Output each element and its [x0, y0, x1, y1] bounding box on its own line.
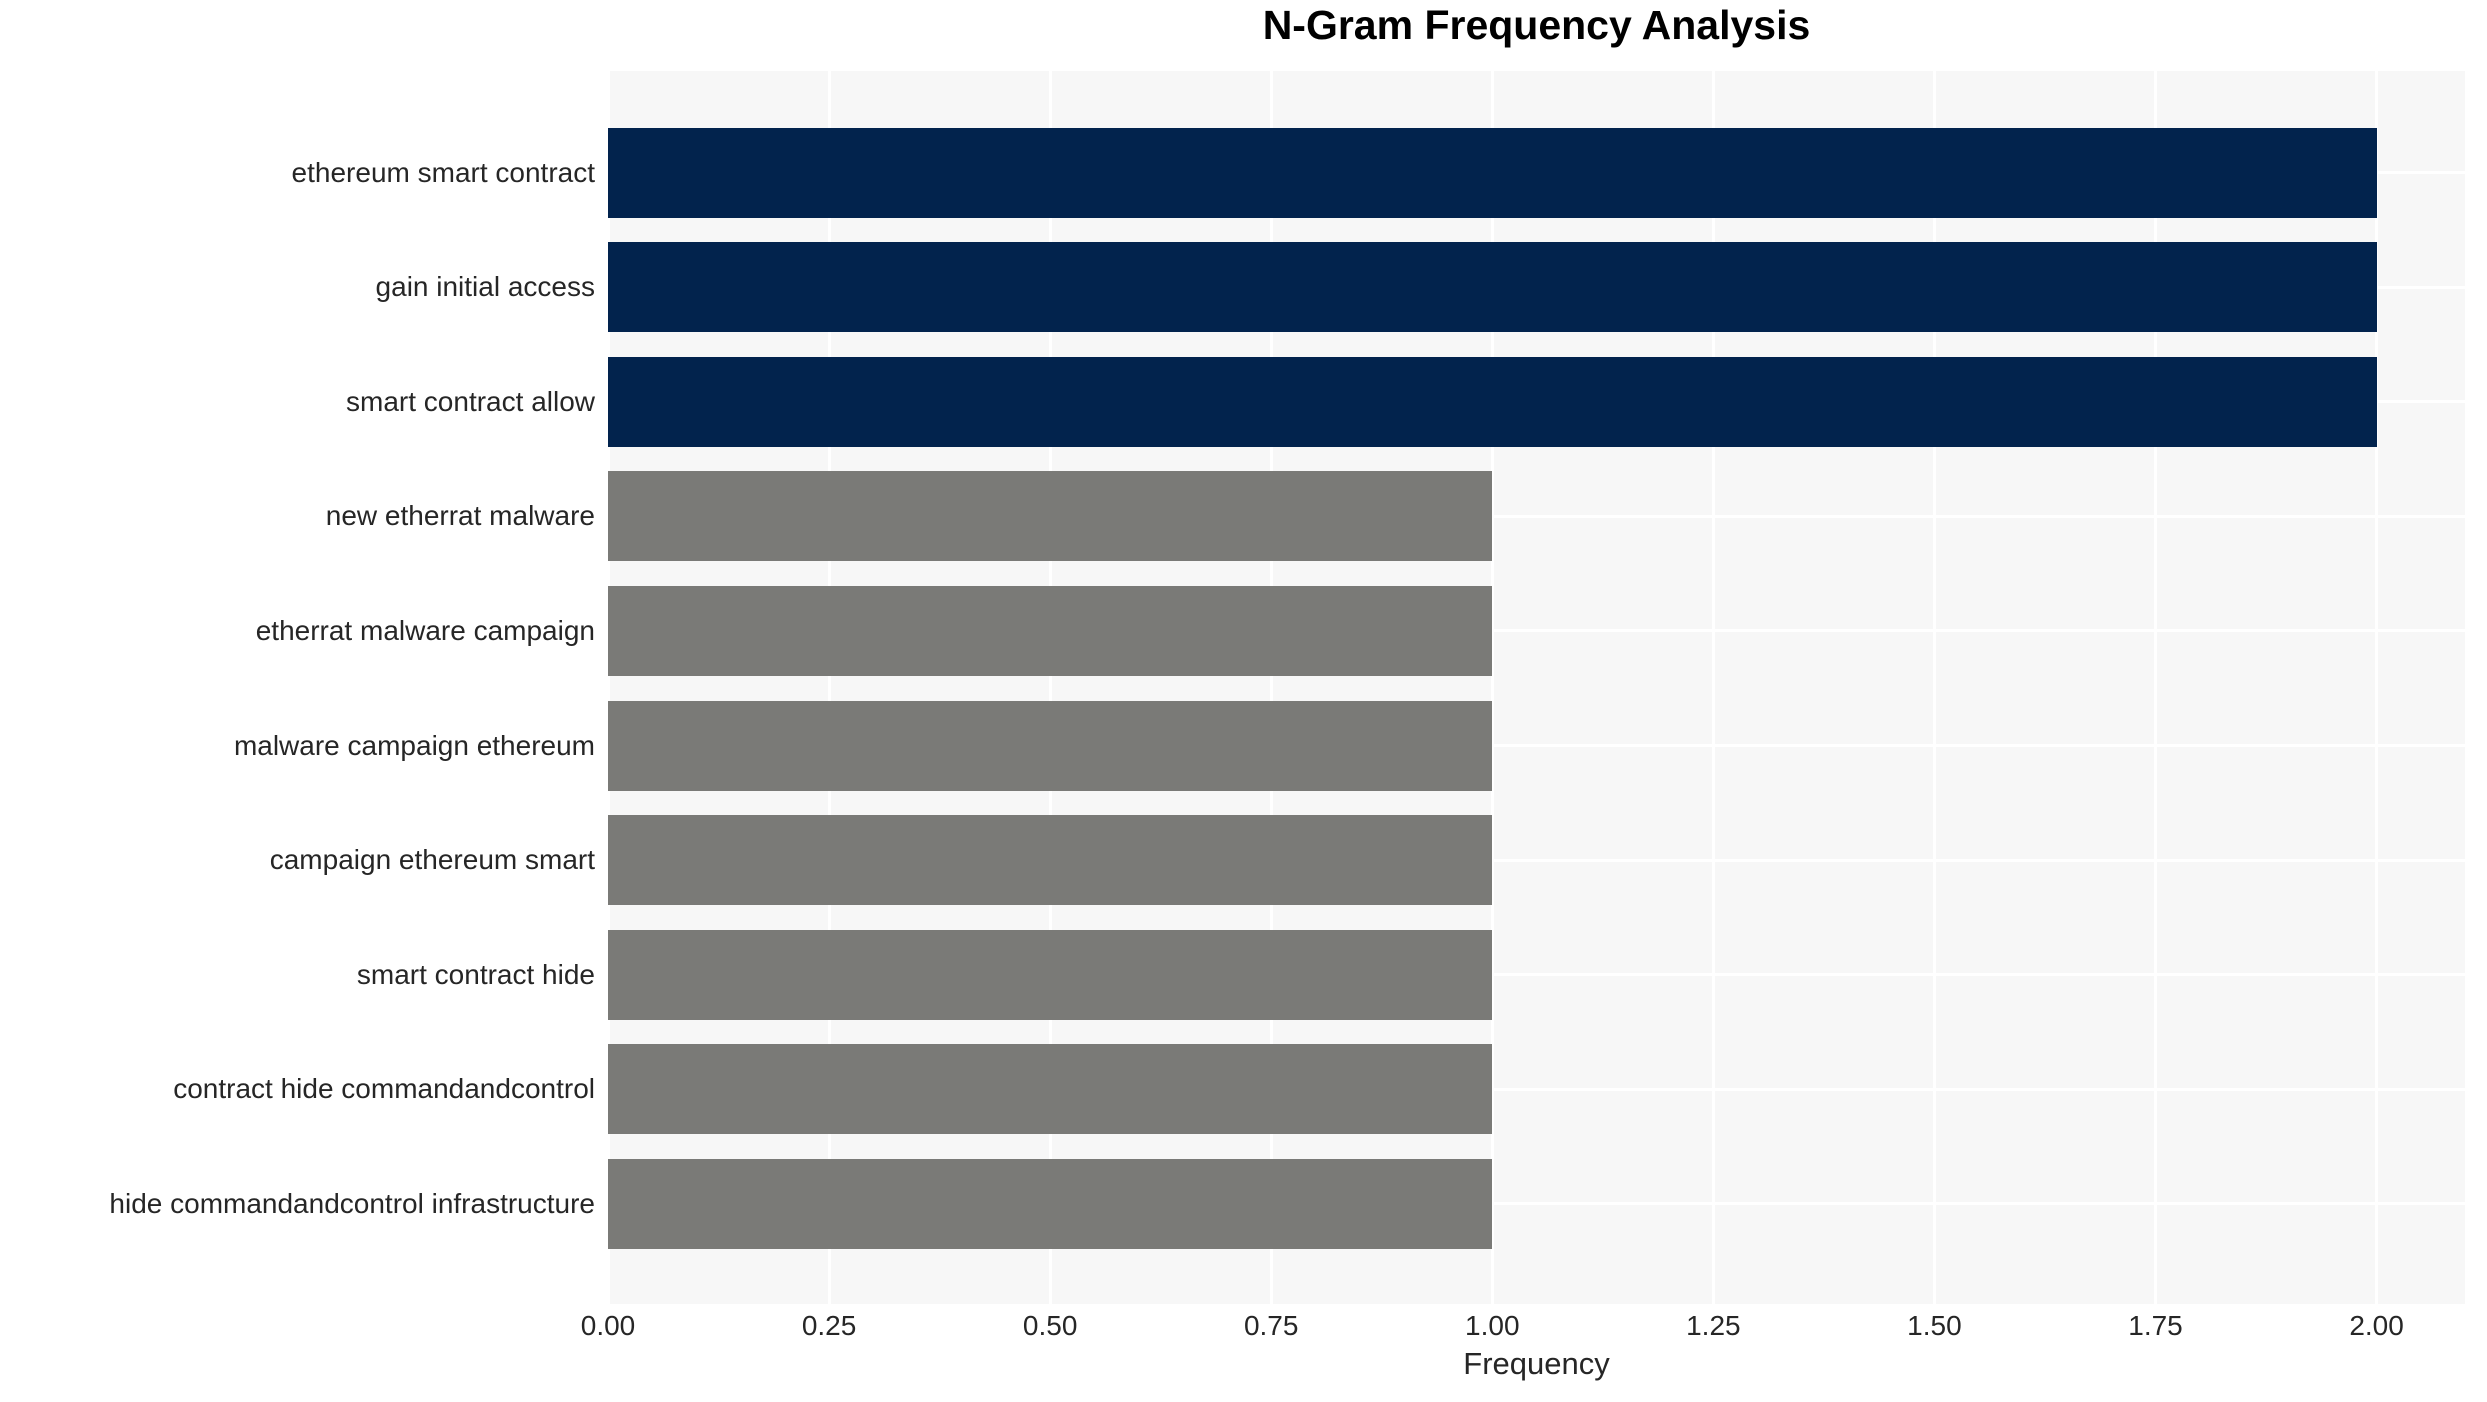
- y-gridline: [608, 744, 2465, 747]
- y-gridline: [608, 858, 2465, 862]
- bar: [608, 1044, 1493, 1135]
- y-gridline: [608, 1087, 2465, 1091]
- x-tick-label: 1.00: [1465, 1310, 1520, 1341]
- y-tick-label: ethereum smart contract: [291, 156, 595, 188]
- bar: [608, 929, 1493, 1020]
- y-tick-label: malware campaign ethereum: [233, 729, 595, 761]
- y-tick-label: gain initial access: [375, 271, 595, 303]
- y-gridline: [608, 629, 2465, 633]
- bar: [608, 471, 1493, 562]
- x-gridline: [1932, 71, 1936, 1304]
- x-gridline: [1711, 71, 1715, 1304]
- y-tick-label: new etherrat malware: [325, 500, 595, 532]
- bar: [608, 356, 2377, 447]
- y-tick-label: campaign ethereum smart: [269, 844, 595, 876]
- x-tick-label: 1.50: [1907, 1310, 1962, 1341]
- bar: [608, 242, 2377, 333]
- chart-title: N-Gram Frequency Analysis: [1262, 2, 1811, 48]
- x-tick-label: 1.25: [1686, 1310, 1741, 1341]
- x-gridline: [1269, 71, 1273, 1304]
- x-gridline: [1048, 71, 1052, 1304]
- x-tick-label: 0.50: [1022, 1310, 1078, 1341]
- bar: [608, 1158, 1493, 1249]
- plot-area: [608, 71, 2465, 1304]
- y-tick-label: contract hide commandandcontrol: [173, 1073, 595, 1105]
- x-axis-label: Frequency: [1463, 1346, 1610, 1381]
- bar: [608, 815, 1493, 906]
- y-tick-label: smart contract allow: [346, 385, 595, 417]
- x-gridline: [2375, 71, 2379, 1304]
- x-gridline: [608, 71, 610, 1304]
- x-gridline: [1490, 71, 1494, 1304]
- x-gridline: [827, 71, 831, 1304]
- x-gridline: [2154, 71, 2157, 1304]
- x-tick-label: 0.25: [801, 1310, 857, 1341]
- y-gridline: [608, 973, 2465, 977]
- y-tick-label: smart contract hide: [356, 958, 595, 990]
- y-tick-label: hide commandandcontrol infrastructure: [109, 1187, 595, 1219]
- bar: [608, 585, 1493, 676]
- bar: [608, 700, 1493, 791]
- y-gridline: [608, 514, 2465, 518]
- x-tick-label: 2.00: [2349, 1310, 2404, 1341]
- y-tick-label: etherrat malware campaign: [255, 614, 595, 646]
- x-tick-label: 0.00: [580, 1310, 636, 1341]
- x-tick-label: 0.75: [1243, 1310, 1299, 1341]
- y-gridline: [608, 1202, 2465, 1206]
- x-tick-label: 1.75: [2128, 1310, 2183, 1341]
- bar: [608, 127, 2377, 218]
